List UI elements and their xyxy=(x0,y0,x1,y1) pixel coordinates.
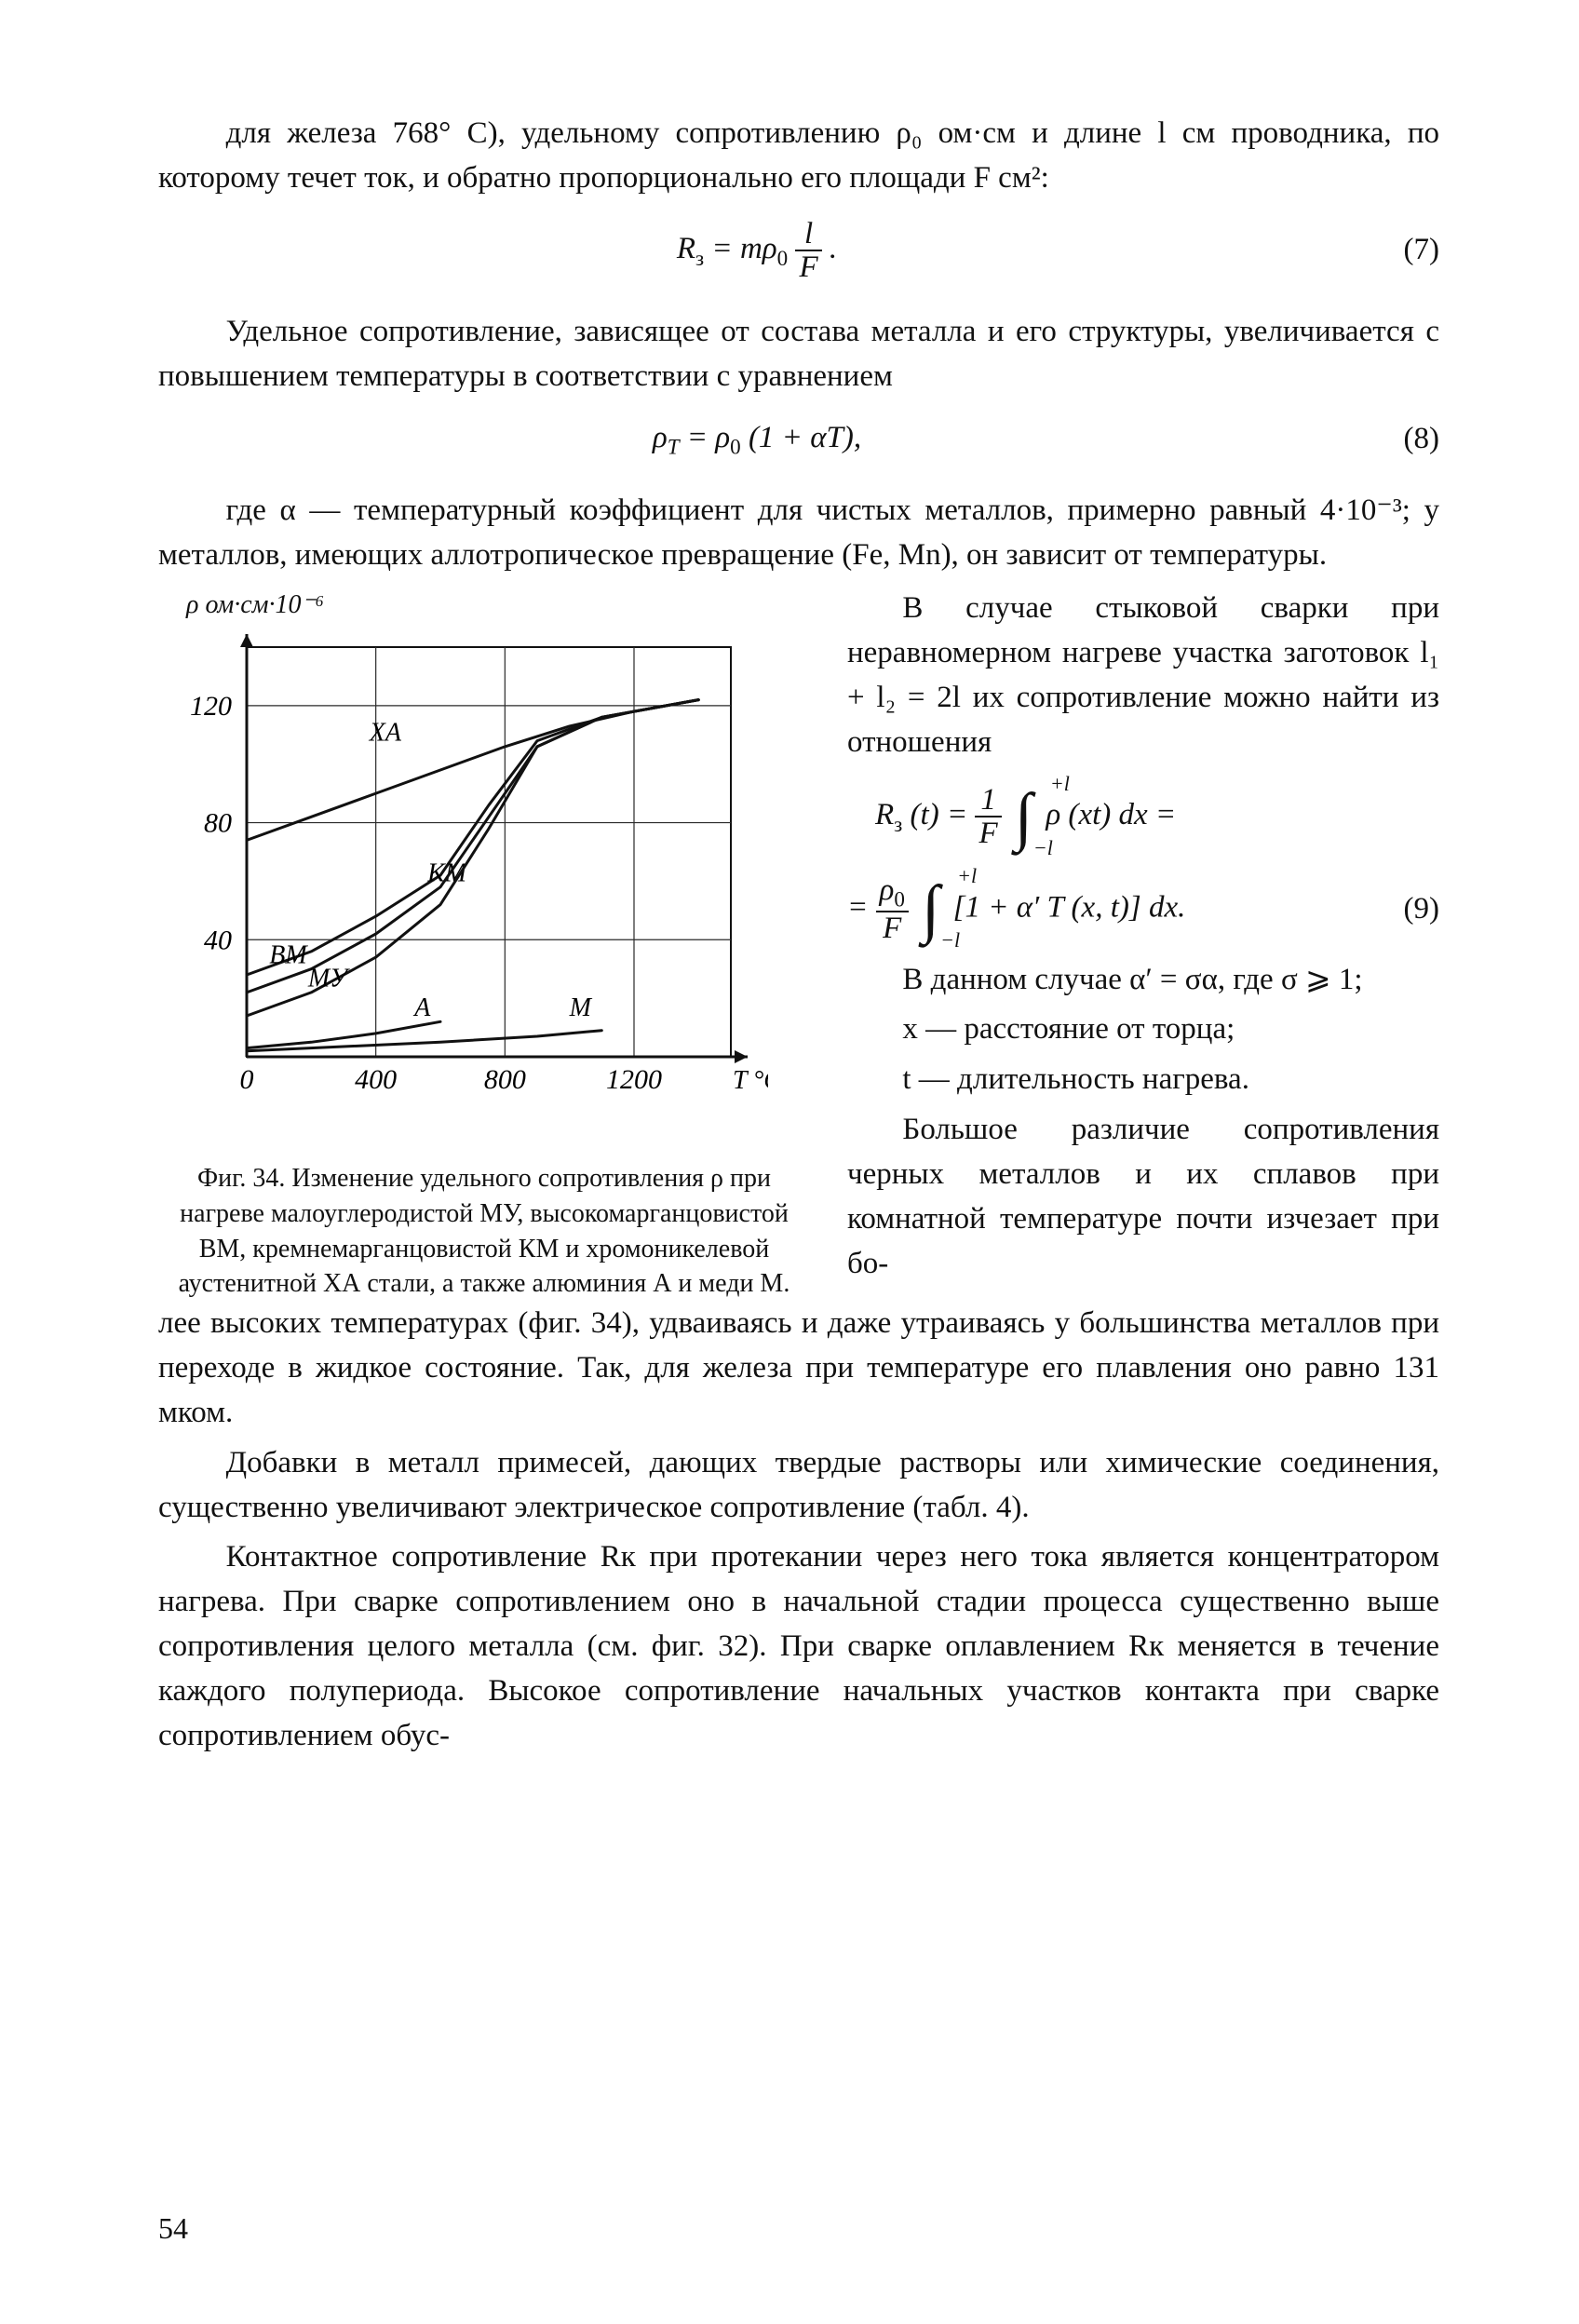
svg-text:А: А xyxy=(412,993,431,1022)
paragraph-6: Контактное сопротивление Rк при протекан… xyxy=(158,1535,1439,1758)
equation-8-row: ρT = ρ0 (1 + αT), (8) xyxy=(158,416,1439,463)
svg-text:400: 400 xyxy=(355,1064,397,1095)
figure-column: ρ ом·см·10⁻⁶ 040080012004080120T °CХАКМВ… xyxy=(158,587,810,1302)
svg-text:МУ: МУ xyxy=(307,965,350,993)
equation-9-number: (9) xyxy=(1356,887,1439,932)
equation-8-number: (8) xyxy=(1356,417,1439,462)
paragraph-4-continuation: лее высоких температурах (фиг. 34), удва… xyxy=(158,1302,1439,1436)
svg-text:0: 0 xyxy=(240,1064,254,1095)
paragraph-2: Удельное сопротивление, зависящее от сос… xyxy=(158,310,1439,399)
right-paragraph-3b: t — длительность нагрева. xyxy=(847,1058,1439,1102)
figure-34-caption: Фиг. 34. Изменение удельного сопротивлен… xyxy=(158,1161,810,1302)
svg-text:T °C: T °C xyxy=(733,1066,768,1095)
equation-7: Rз = mρ0 lF . xyxy=(158,218,1356,284)
y-axis-title: ρ ом·см·10⁻⁶ xyxy=(186,587,810,625)
figure-34-chart: 040080012004080120T °CХАКМВММУАМ xyxy=(172,628,768,1150)
svg-text:120: 120 xyxy=(190,691,232,722)
page-number: 54 xyxy=(158,2207,188,2250)
svg-text:80: 80 xyxy=(204,808,232,839)
right-paragraph-2: В данном случае α′ = σα, где σ ⩾ 1; xyxy=(847,958,1439,1003)
svg-text:М: М xyxy=(569,993,593,1022)
paragraph-3: где α — температурный коэффициент для чи… xyxy=(158,489,1439,578)
right-text-column: В случае стыковой сварки при неравномерн… xyxy=(810,587,1439,1291)
svg-text:40: 40 xyxy=(204,925,232,955)
svg-text:1200: 1200 xyxy=(606,1064,662,1095)
equation-7-row: Rз = mρ0 lF . (7) xyxy=(158,218,1439,284)
svg-text:ХА: ХА xyxy=(369,719,402,748)
equation-7-number: (7) xyxy=(1356,228,1439,273)
right-paragraph-3a: x — расстояние от торца; xyxy=(847,1007,1439,1052)
figure-and-text-columns: ρ ом·см·10⁻⁶ 040080012004080120T °CХАКМВ… xyxy=(158,587,1439,1302)
right-paragraph-1: В случае стыковой сварки при неравномерн… xyxy=(847,587,1439,764)
svg-text:ВМ: ВМ xyxy=(269,940,308,969)
paragraph-1: для железа 768° С), удельному сопротивле… xyxy=(158,112,1439,201)
svg-text:800: 800 xyxy=(484,1064,526,1095)
equation-8: ρT = ρ0 (1 + αT), xyxy=(158,416,1356,463)
equation-9-line2: = ρ0F +l ∫ −l [1 + α′ T (x, t)] dx. (9) xyxy=(847,874,1439,944)
right-paragraph-4-lead: Большое различие сопротивления черных ме… xyxy=(847,1108,1439,1286)
equation-9-line1: Rз (t) = 1F +l ∫ −l ρ (xt) dx = xyxy=(847,784,1439,850)
paragraph-5: Добавки в металл примесей, дающих тверды… xyxy=(158,1441,1439,1531)
